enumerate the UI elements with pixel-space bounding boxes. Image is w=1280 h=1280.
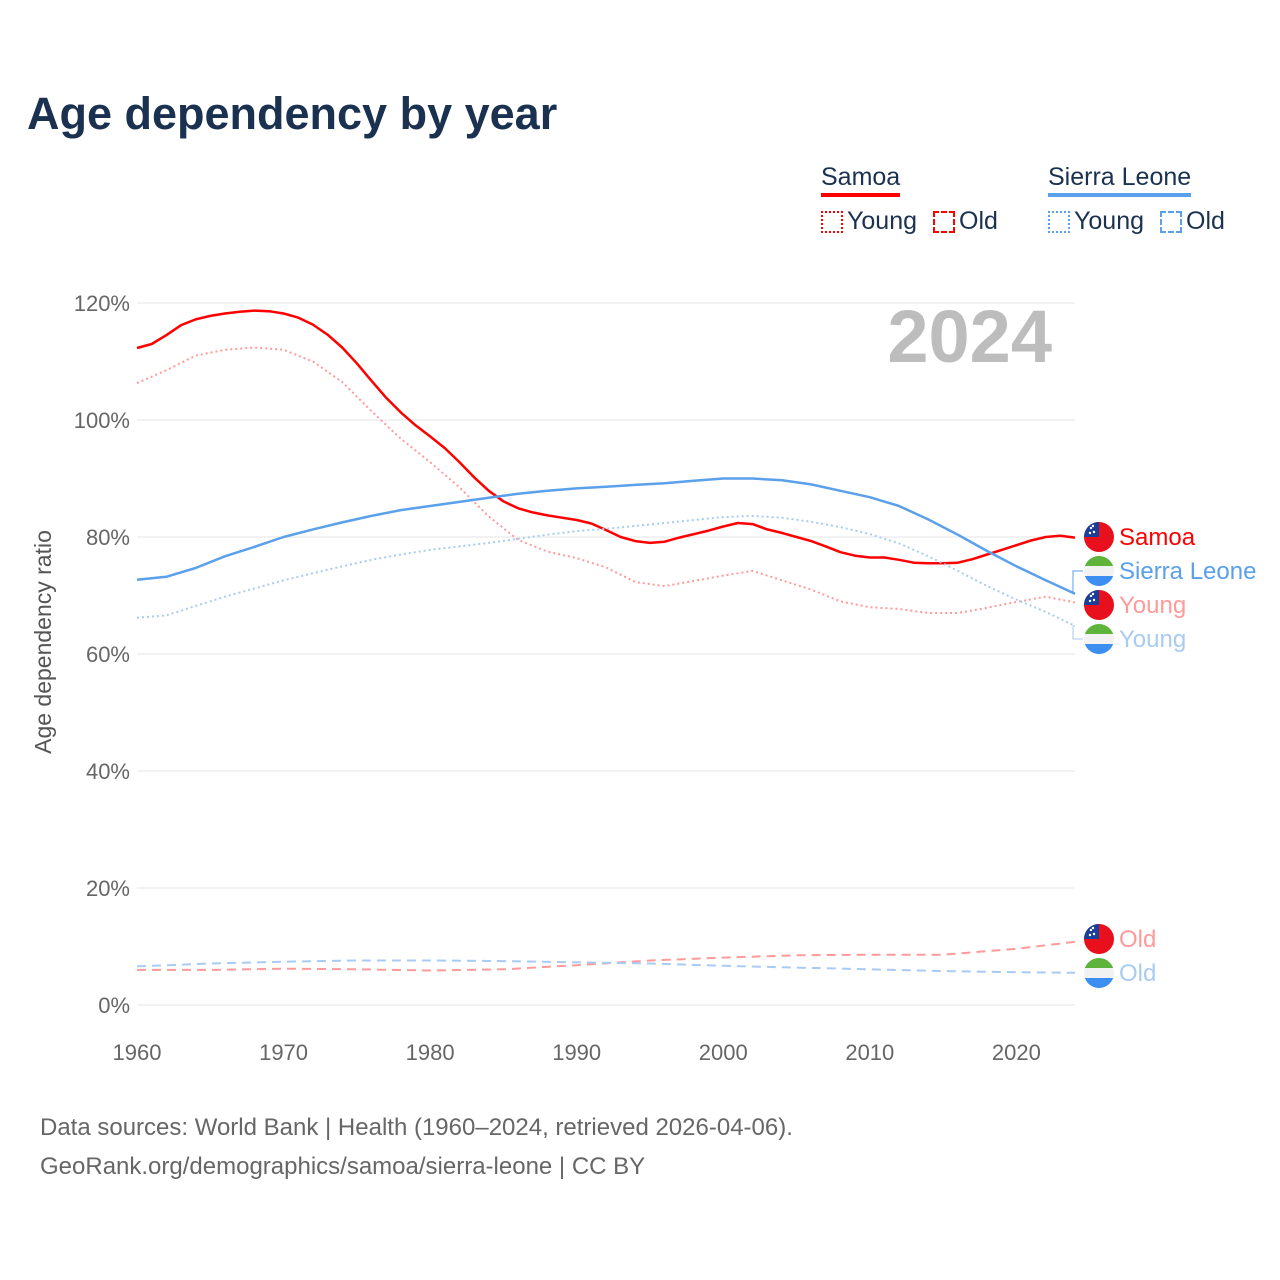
y-tick-label: 20%: [86, 876, 130, 901]
series-line-sierra-leone-old: [136, 959, 1076, 974]
x-tick-label: 1980: [406, 1040, 455, 1065]
flag-star: [1088, 599, 1092, 603]
series-line-sierra-leone-total: [136, 477, 1076, 595]
legend-sierra-leone[interactable]: Sierra Leone Young Old: [1048, 163, 1225, 236]
flag-star: [1088, 531, 1092, 535]
legend-samoa[interactable]: Samoa Young Old: [821, 163, 998, 236]
y-tick-label: 120%: [74, 291, 130, 316]
series-line-samoa-total: [136, 309, 1076, 565]
flag-star: [1089, 928, 1093, 932]
legend-sierra-leone-name: Sierra Leone: [1048, 163, 1192, 197]
end-label-sierra-leone-total: Sierra Leone: [1119, 558, 1256, 585]
flag-stripe-white: [1084, 968, 1114, 978]
legend-samoa-young[interactable]: Young: [821, 207, 917, 236]
end-label-sierra-leone-young: Young: [1119, 626, 1186, 653]
samoa-flag-icon: [1084, 924, 1114, 954]
label-connector: [1072, 570, 1083, 595]
flag-stripe-blue: [1084, 978, 1114, 988]
flag-star: [1088, 933, 1092, 937]
source-line-2[interactable]: GeoRank.org/demographics/samoa/sierra-le…: [40, 1153, 646, 1180]
flag-canton: [1084, 522, 1099, 537]
samoa-flag-icon: [1084, 522, 1114, 552]
y-tick-label: 80%: [86, 525, 130, 550]
x-tick-label: 2020: [992, 1040, 1041, 1065]
flag-star: [1091, 926, 1095, 930]
dashed-swatch-icon: [933, 210, 955, 233]
flag-star: [1089, 526, 1093, 530]
sierra-leone-flag-icon: [1084, 624, 1114, 654]
end-label-samoa-total: Samoa: [1119, 524, 1196, 551]
x-tick-label: 2010: [845, 1040, 894, 1065]
y-tick-label: 100%: [74, 408, 130, 433]
end-label-sierra-leone-old: Old: [1119, 960, 1156, 987]
flag-star: [1089, 594, 1093, 598]
y-axis-label: Age dependency ratio: [30, 530, 56, 754]
flag-stripe-blue: [1084, 644, 1114, 654]
flag-star: [1092, 932, 1096, 936]
end-label-samoa-old: Old: [1119, 926, 1156, 953]
series-line-sierra-leone-young: [136, 514, 1076, 627]
flag-stripe-white: [1084, 634, 1114, 644]
chart-title: Age dependency by year: [27, 88, 558, 139]
samoa-flag-icon: [1084, 590, 1114, 620]
legend-label: Old: [1186, 207, 1225, 235]
flag-stripe-white: [1084, 566, 1114, 576]
legend-label: Old: [959, 207, 998, 235]
flag-star: [1091, 592, 1095, 596]
series-line-samoa-young: [136, 346, 1076, 614]
legend-samoa-old[interactable]: Old: [933, 207, 998, 236]
flag-canton: [1084, 924, 1099, 939]
flag-canton: [1084, 590, 1099, 605]
series-line-samoa-old: [137, 940, 1076, 972]
legend-samoa-name: Samoa: [821, 163, 901, 197]
y-tick-label: 60%: [86, 642, 130, 667]
x-tick-label: 1990: [552, 1040, 601, 1065]
dotted-swatch-icon: [1048, 210, 1070, 233]
x-tick-label: 2000: [699, 1040, 748, 1065]
flag-star: [1092, 530, 1096, 534]
flag-stripe-green: [1084, 556, 1114, 566]
flag-stripe-blue: [1084, 576, 1114, 586]
y-tick-label: 0%: [98, 993, 130, 1018]
end-label-samoa-young: Young: [1119, 592, 1186, 619]
legend-label: Young: [847, 207, 917, 235]
legend-sierra-leone-young[interactable]: Young: [1048, 207, 1144, 236]
y-tick-label: 40%: [86, 759, 130, 784]
flag-stripe-green: [1084, 958, 1114, 968]
flag-stripe-green: [1084, 624, 1114, 634]
legend-sierra-leone-old[interactable]: Old: [1160, 207, 1225, 236]
source-note: Data sources: World Bank | Health (1960–…: [40, 1108, 793, 1186]
flag-star: [1091, 524, 1095, 528]
legend-label: Young: [1074, 207, 1144, 235]
source-line-1: Data sources: World Bank | Health (1960–…: [40, 1114, 793, 1141]
dashed-swatch-icon: [1160, 210, 1182, 233]
sierra-leone-flag-icon: [1084, 958, 1114, 988]
flag-star: [1092, 598, 1096, 602]
sierra-leone-flag-icon: [1084, 556, 1114, 586]
plot-area: Age dependency ratio 2024 0% 20% 40% 60% 80%…: [30, 291, 1256, 1065]
x-tick-label: 1960: [113, 1040, 162, 1065]
year-watermark: 2024: [887, 295, 1052, 378]
dotted-swatch-icon: [821, 210, 843, 233]
label-connector: [1072, 625, 1083, 640]
x-tick-label: 1970: [259, 1040, 308, 1065]
